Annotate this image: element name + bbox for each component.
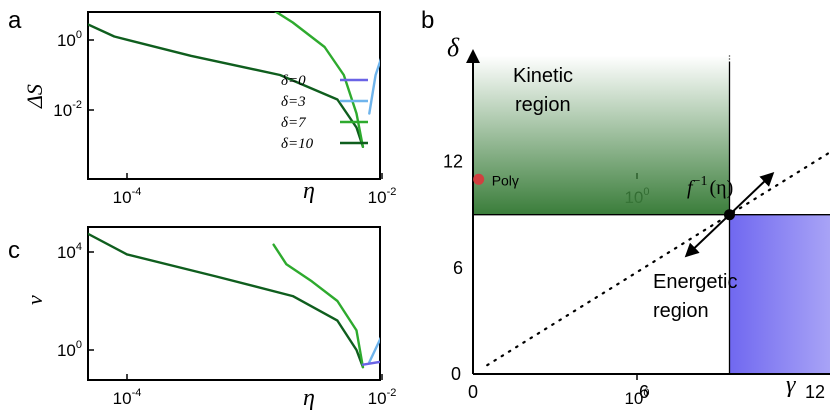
panel-c-frame	[87, 226, 381, 381]
panel-c-x-tick-label: 10-4	[113, 387, 142, 408]
panel-c-series	[88, 232, 380, 369]
panel-b-x-tick-label: 6	[639, 382, 649, 402]
panel-a-y-tick-label-base: 10	[53, 101, 72, 120]
panel-c-x-tick-label-base: 10	[113, 389, 132, 408]
panel-a-y-axis-label: ΔS	[22, 84, 47, 109]
panel-c-series-7	[272, 243, 365, 369]
panel-a-series	[88, 9, 605, 148]
diagonal-label-sup: −1	[693, 174, 708, 189]
panel-a-y-tick-label: 100	[57, 29, 82, 50]
panel-a-y-tick-label-exp: 0	[76, 29, 82, 41]
diagonal-function-label: f−1 (η)	[687, 174, 733, 199]
critical-point	[724, 209, 735, 221]
panel-b-y-axis-label: δ	[447, 33, 460, 62]
panel-c-x-tick-label-exp: 0	[643, 387, 649, 399]
panel-c-x-tick-label-base: 10	[368, 389, 387, 408]
double-arrow-up	[728, 172, 775, 216]
panel-c-x-tick-label-exp: -2	[387, 387, 397, 399]
legend-label: δ=10	[281, 136, 314, 152]
panel-a-frame	[87, 11, 381, 180]
kinetic-region-fill	[473, 55, 730, 215]
diagonal-label-arg: (η)	[709, 177, 733, 199]
panel-a-x-axis-label: η	[303, 178, 315, 204]
legend-label: δ=0	[281, 73, 306, 89]
panel-a-x-tick-label-exp: -4	[132, 186, 142, 198]
energetic-region-label-line1: Energetic	[653, 271, 738, 293]
panel-label-a: a	[8, 7, 22, 34]
energetic-region-label-line2: region	[653, 300, 709, 322]
panel-c-y-tick-label-exp: 0	[76, 339, 82, 351]
diagonal-label-f: f	[687, 177, 695, 199]
panel-b-x-tick-label: 12	[805, 382, 825, 402]
panel-a-x-tick-label: 10-2	[368, 186, 397, 207]
panel-b-points: PolγT7	[473, 172, 519, 188]
panel-a-x-tick-label: 10-4	[113, 186, 142, 207]
panel-a-series-3	[368, 57, 380, 115]
panel-c-x-ticks: 10-4 10-2 100	[113, 374, 650, 408]
panel-a-y-tick-label-base: 10	[57, 31, 76, 50]
legend-label: δ=7	[281, 115, 307, 131]
panel-a-x-tick-label-exp: -2	[387, 186, 397, 198]
panel-a-x-tick-label-base: 10	[368, 188, 387, 207]
panel-c-y-axis-label: v	[22, 295, 47, 305]
panel-c-series-10	[88, 232, 365, 369]
panel-b-x-tick-label: 0	[468, 382, 478, 402]
panel-b-y-tick-label: 6	[453, 258, 463, 278]
panel-c-y-tick-label: 104	[57, 241, 82, 262]
panel-a-x-tick-label-base: 10	[113, 188, 132, 207]
panel-c-y-tick-label-base: 10	[57, 243, 76, 262]
panel-a-y-tick-label-exp: -2	[72, 99, 82, 111]
panel-c-x-tick-label: 100	[624, 387, 649, 408]
legend-label: δ=3	[281, 94, 306, 110]
panel-c-series-3	[368, 336, 380, 364]
kinetic-region-label-line1: Kinetic	[513, 65, 573, 87]
panel-c-x-axis-label: η	[303, 385, 315, 411]
panel-c-x-tick-label: 10-2	[368, 387, 397, 408]
panel-b-origin-tick-label: 0	[451, 364, 461, 384]
kinetic-region-label-line2: region	[515, 94, 571, 116]
panel-c-y-tick-label-base: 10	[57, 341, 76, 360]
panel-a-y-tick-label: 10-2	[53, 99, 82, 120]
point-label-polγ: Polγ	[492, 172, 519, 188]
panel-b-x-axis-label: γ	[786, 372, 796, 398]
panel-label-b: b	[421, 7, 434, 34]
panel-c-y-tick-label-exp: 4	[76, 241, 82, 253]
panel-c-series-0	[361, 360, 380, 366]
panel-a-series-7	[274, 12, 365, 148]
double-arrow-down	[684, 213, 731, 258]
panel-a-series-0	[439, 9, 605, 28]
panel-c-y-tick-label: 100	[57, 339, 82, 360]
panel-a-series-10	[88, 23, 365, 148]
energetic-region-fill	[729, 214, 830, 374]
panel-c-x-tick-label-exp: -4	[132, 387, 142, 399]
panel-c-x-tick-label-base: 10	[624, 389, 643, 408]
panel-a-legend: δ=0 δ=3 δ=7 δ=10	[281, 73, 368, 152]
panel-label-c: c	[8, 237, 20, 264]
panel-b-y-tick-label: 12	[443, 152, 463, 172]
point-polγ	[473, 173, 485, 185]
